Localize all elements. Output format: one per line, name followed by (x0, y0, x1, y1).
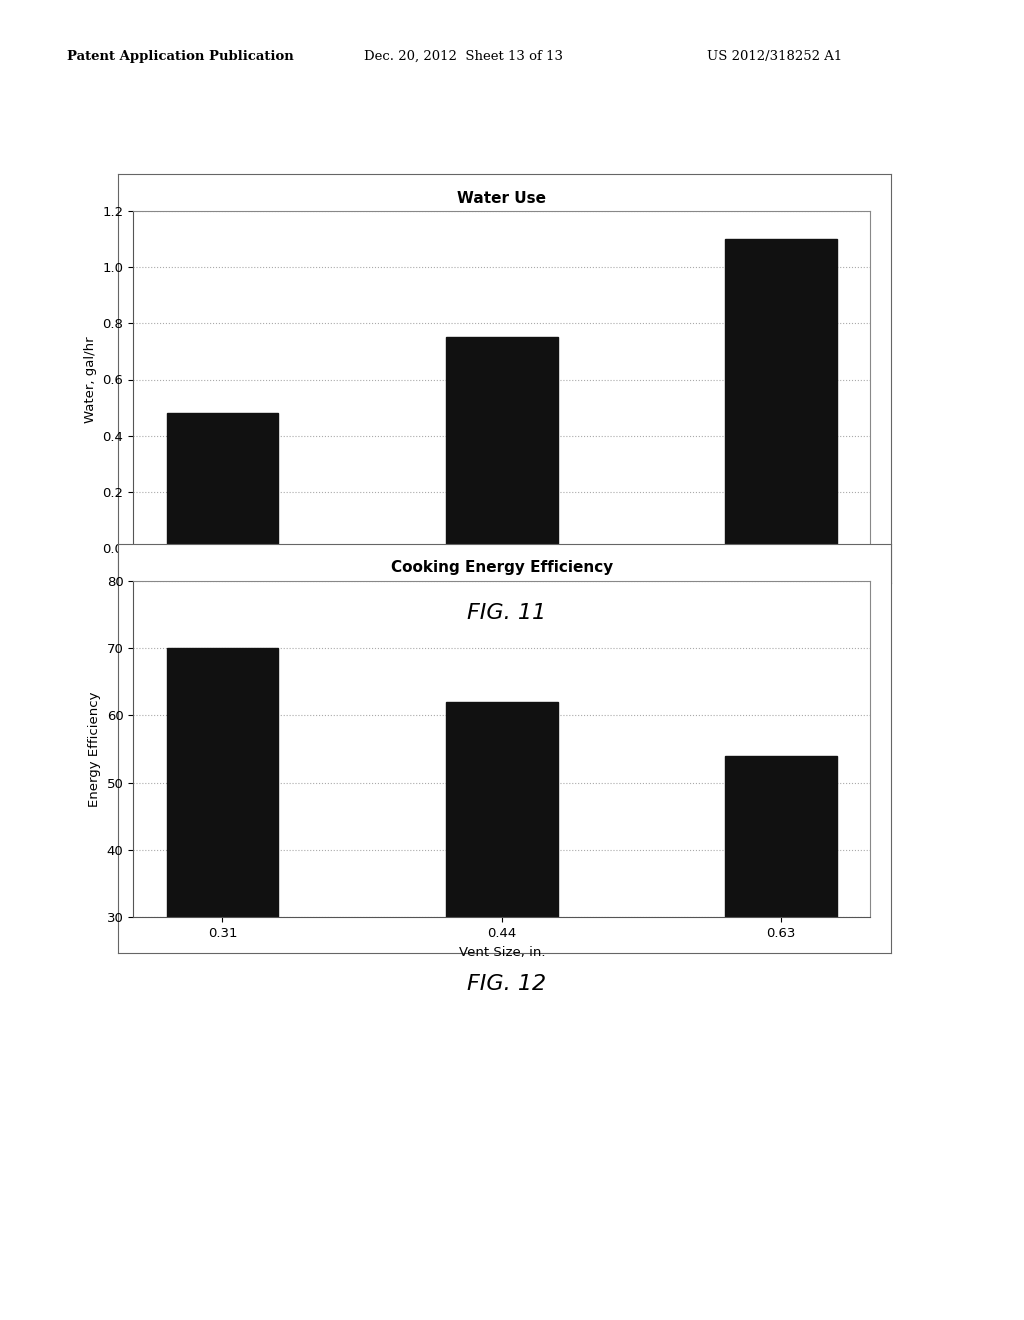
Text: Dec. 20, 2012  Sheet 13 of 13: Dec. 20, 2012 Sheet 13 of 13 (364, 50, 562, 63)
Y-axis label: Energy Efficiency: Energy Efficiency (88, 692, 101, 807)
Text: US 2012/318252 A1: US 2012/318252 A1 (707, 50, 842, 63)
X-axis label: Vent Size, in.: Vent Size, in. (459, 576, 545, 589)
Title: Cooking Energy Efficiency: Cooking Energy Efficiency (390, 561, 613, 576)
Bar (167, 413, 279, 548)
Text: FIG. 12: FIG. 12 (467, 974, 547, 994)
Bar (445, 338, 558, 548)
Bar (445, 702, 558, 1119)
Text: FIG. 11: FIG. 11 (467, 603, 547, 623)
Bar (725, 756, 837, 1119)
Text: Patent Application Publication: Patent Application Publication (67, 50, 293, 63)
Title: Water Use: Water Use (458, 191, 546, 206)
Bar (167, 648, 279, 1119)
X-axis label: Vent Size, in.: Vent Size, in. (459, 945, 545, 958)
Y-axis label: Water, gal/hr: Water, gal/hr (84, 337, 96, 422)
Bar (725, 239, 837, 548)
